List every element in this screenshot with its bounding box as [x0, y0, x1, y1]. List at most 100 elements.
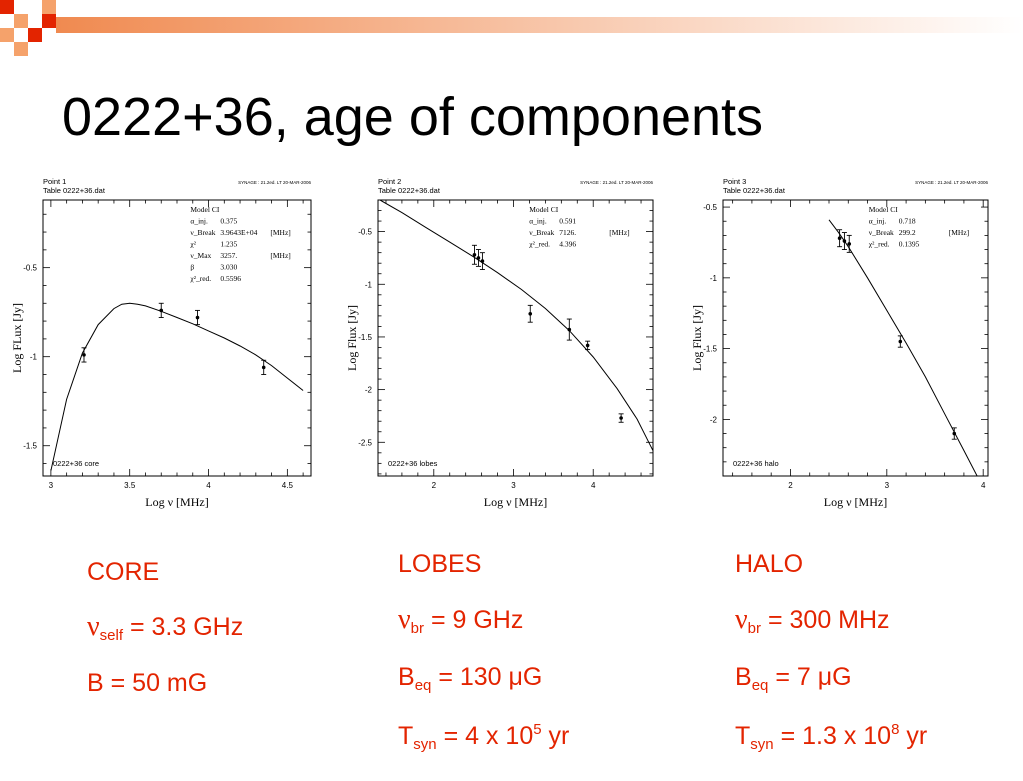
model-param-symbol: α_inj. [190, 217, 208, 226]
model-param-value: 0.591 [559, 217, 576, 226]
note-heading: CORE [87, 558, 160, 586]
data-point [898, 339, 903, 344]
chart-panel-halo: Point 3 Table 0222+36.dat SYNAGE : 21.2ed.… [680, 172, 1000, 512]
model-param-value: 3.9643E+04 [220, 228, 257, 237]
data-point [567, 327, 572, 332]
plot-frame [42, 199, 312, 477]
data-point [837, 236, 842, 241]
x-tick-label: 3 [511, 481, 516, 490]
model-param-symbol: α_inj. [869, 217, 887, 226]
header-stamp: SYNAGE : 21.2ed. LT 20-MAR-2006 [580, 180, 653, 185]
model-param-symbol: β [190, 263, 194, 272]
note-symbol: ν [735, 604, 748, 635]
model-param-symbol: Model CI [869, 205, 898, 214]
y-tick-label: -2.5 [358, 438, 372, 447]
model-param-symbol: ν_Break [190, 228, 215, 237]
model-param-unit: [MHz] [949, 228, 969, 237]
x-tick-label: 3 [49, 481, 54, 490]
note-line: HALO [735, 552, 927, 577]
deco-square-1 [0, 0, 14, 14]
deco-square-4 [42, 14, 56, 28]
y-tick-label: -0.5 [703, 203, 717, 212]
y-tick-label: -1.5 [23, 442, 37, 451]
model-param-symbol: χ²_red. [190, 274, 211, 283]
model-param-unit: [MHz] [270, 228, 290, 237]
source-label: 0222+36 lobes [388, 459, 438, 468]
source-label: 0222+36 core [53, 459, 99, 468]
note-line: Tsyn = 1.3 x 108 yr [735, 722, 927, 752]
note-value: = 300 MHz [761, 606, 890, 634]
gradient-stripe [56, 17, 1023, 33]
halo-notes: HALO νbr = 300 MHz Beq = 7 μG Tsyn = 1.3 x … [735, 552, 927, 781]
plot-frame [722, 199, 989, 477]
x-axis-label: Log ν [MHz] [824, 495, 887, 509]
header-table: Table 0222+36.dat [723, 186, 786, 195]
data-point [585, 343, 590, 348]
model-param-value: 3257. [220, 251, 237, 260]
data-point [952, 431, 957, 436]
note-value: = 4 x 10 [436, 722, 534, 750]
y-tick-label: -1 [30, 353, 38, 362]
x-tick-label: 2 [788, 481, 793, 490]
fit-curve [378, 200, 653, 451]
note-symbol: T [735, 722, 751, 750]
note-symbol: B [735, 663, 752, 691]
data-point [159, 308, 164, 313]
model-param-symbol: χ²_red. [529, 240, 550, 249]
y-axis-label: Log FLux [Jy] [10, 303, 24, 373]
header-stamp: SYNAGE : 21.2ed. LT 20-MAR-2006 [915, 180, 988, 185]
y-tick-label: -1.5 [703, 345, 717, 354]
note-line: Beq = 130 μG [398, 665, 569, 694]
note-subscript: eq [414, 677, 432, 694]
note-exponent: 5 [533, 721, 542, 738]
note-symbol: ν [87, 611, 100, 642]
note-subscript: br [410, 620, 425, 637]
x-tick-label: 3.5 [124, 481, 136, 490]
note-value: = 1.3 x 10 [773, 722, 892, 750]
model-param-symbol: Model CI [190, 205, 219, 214]
model-param-symbol: Model CI [529, 205, 558, 214]
model-param-value: 0.375 [220, 217, 237, 226]
lobes-notes: LOBES νbr = 9 GHz Beq = 130 μG Tsyn = 4 x 1… [398, 552, 569, 781]
note-symbol: T [398, 722, 414, 750]
model-param-value: 1.235 [220, 240, 237, 249]
note-line: νbr = 9 GHz [398, 604, 569, 637]
x-tick-label: 3 [885, 481, 890, 490]
note-unit: yr [899, 722, 928, 750]
note-symbol: ν [398, 604, 411, 635]
x-axis-label: Log ν [MHz] [145, 495, 208, 509]
note-subscript: eq [751, 677, 769, 694]
model-param-value: 3.030 [220, 263, 237, 272]
source-label: 0222+36 halo [733, 459, 779, 468]
model-param-unit: [MHz] [270, 251, 290, 260]
note-heading: B = 50 mG [87, 669, 208, 697]
header-stamp: SYNAGE : 21.2ed. LT 20-MAR-2006 [238, 180, 311, 185]
note-heading: HALO [735, 550, 804, 578]
y-tick-label: -2 [365, 386, 373, 395]
y-tick-label: -1 [710, 274, 718, 283]
model-param-value: 0.5596 [220, 274, 241, 283]
note-value: = 3.3 GHz [123, 613, 244, 641]
note-line: Beq = 7 μG [735, 663, 927, 694]
model-param-symbol: ν_Max [190, 251, 211, 260]
deco-square-7 [42, 0, 56, 14]
y-tick-label: -1 [365, 280, 373, 289]
data-point [195, 315, 200, 320]
deco-square-5 [14, 42, 28, 56]
note-value: = 7 μG [768, 663, 852, 691]
fit-curve [50, 302, 304, 471]
model-param-symbol: χ² [190, 240, 196, 249]
header-point: Point 1 [43, 177, 66, 186]
header-point: Point 2 [378, 177, 401, 186]
note-line: Tsyn = 4 x 105 yr [398, 722, 569, 752]
x-tick-label: 4 [206, 481, 211, 490]
y-axis-label: Log Flux [Jy] [345, 305, 359, 371]
y-tick-label: -0.5 [23, 264, 37, 273]
x-axis-label: Log ν [MHz] [484, 495, 547, 509]
note-line: CORE [87, 560, 243, 585]
data-point [847, 242, 852, 246]
header-point: Point 3 [723, 177, 746, 186]
y-tick-label: -0.5 [358, 228, 372, 237]
decorative-top-bar [0, 0, 1023, 56]
